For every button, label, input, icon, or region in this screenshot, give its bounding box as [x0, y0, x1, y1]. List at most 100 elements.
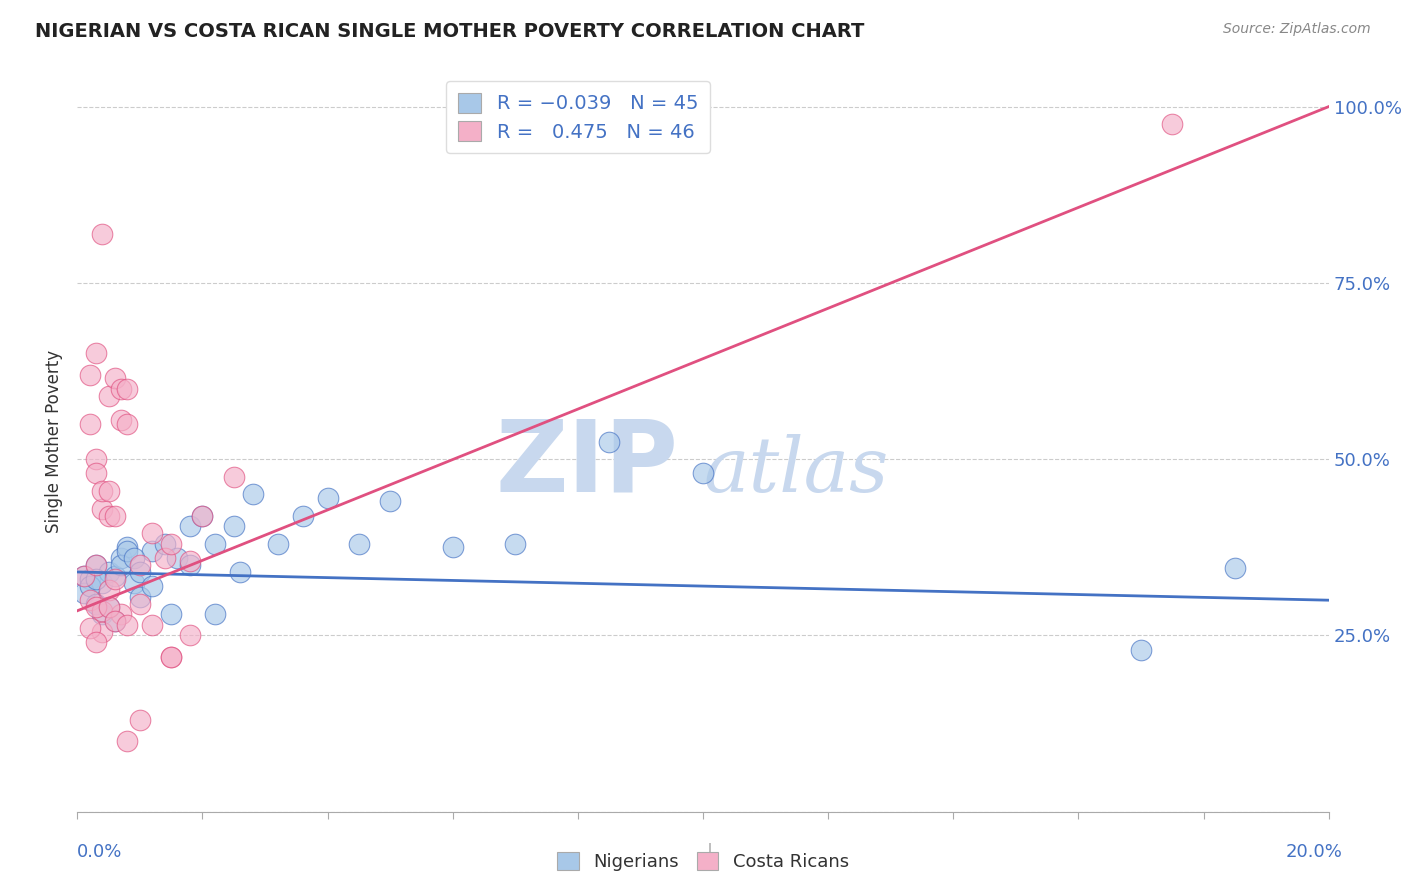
Point [104, 371, 127, 385]
Point [79, 368, 101, 382]
Point [72, 568, 94, 582]
Point [84, 452, 107, 467]
Text: Source: ZipAtlas.com: Source: ZipAtlas.com [1223, 22, 1371, 37]
Point [153, 537, 176, 551]
Point [97, 582, 120, 597]
Text: ZIP: ZIP [495, 416, 678, 512]
Text: NIGERIAN VS COSTA RICAN SINGLE MOTHER POVERTY CORRELATION CHART: NIGERIAN VS COSTA RICAN SINGLE MOTHER PO… [35, 22, 865, 41]
Point [291, 508, 314, 523]
Point [153, 550, 176, 565]
Text: 20.0%: 20.0% [1286, 843, 1343, 861]
Point [122, 575, 145, 590]
Point [347, 537, 370, 551]
Point [1130, 642, 1153, 657]
Point [84, 346, 107, 360]
Point [110, 382, 132, 396]
Point [380, 494, 402, 508]
Point [222, 470, 245, 484]
Point [117, 544, 139, 558]
Point [91, 624, 114, 639]
Point [141, 526, 163, 541]
Point [84, 558, 107, 572]
Point [160, 649, 183, 664]
Point [266, 537, 288, 551]
Point [79, 579, 101, 593]
Point [141, 544, 163, 558]
Point [84, 467, 107, 481]
Point [110, 413, 132, 427]
Point [91, 607, 114, 622]
Point [84, 635, 107, 649]
Point [204, 537, 226, 551]
Point [1161, 117, 1184, 131]
Point [129, 558, 152, 572]
Legend: R = −0.039   N = 45, R =   0.475   N = 46: R = −0.039 N = 45, R = 0.475 N = 46 [446, 81, 710, 153]
Point [79, 621, 101, 635]
Point [166, 550, 188, 565]
Point [91, 483, 114, 498]
Point [117, 382, 139, 396]
Point [1223, 561, 1246, 575]
Point [104, 615, 127, 629]
Point [91, 227, 114, 241]
Point [79, 572, 101, 586]
Point [179, 554, 201, 568]
Point [110, 607, 132, 622]
Point [97, 600, 120, 615]
Point [97, 483, 120, 498]
Point [160, 649, 183, 664]
Point [505, 537, 527, 551]
Point [79, 593, 101, 607]
Point [117, 417, 139, 431]
Point [179, 558, 201, 572]
Point [104, 508, 127, 523]
Point [598, 434, 620, 449]
Point [97, 508, 120, 523]
Point [91, 575, 114, 590]
Point [141, 579, 163, 593]
Point [141, 618, 163, 632]
Point [229, 565, 252, 579]
Point [129, 565, 152, 579]
Point [97, 565, 120, 579]
Point [129, 713, 152, 727]
Point [222, 519, 245, 533]
Point [129, 597, 152, 611]
Point [191, 508, 214, 523]
Point [316, 491, 339, 505]
Point [91, 501, 114, 516]
Text: |: | [707, 843, 713, 861]
Point [441, 541, 464, 555]
Point [104, 615, 127, 629]
Point [117, 618, 139, 632]
Point [84, 597, 107, 611]
Point [104, 568, 127, 582]
Point [122, 550, 145, 565]
Y-axis label: Single Mother Poverty: Single Mother Poverty [45, 350, 63, 533]
Point [84, 572, 107, 586]
Point [72, 586, 94, 600]
Point [129, 590, 152, 604]
Point [84, 600, 107, 615]
Point [117, 734, 139, 748]
Point [110, 550, 132, 565]
Point [179, 628, 201, 642]
Point [204, 607, 226, 622]
Legend: Nigerians, Costa Ricans: Nigerians, Costa Ricans [550, 845, 856, 879]
Point [72, 568, 94, 582]
Text: atlas: atlas [703, 434, 889, 508]
Point [104, 572, 127, 586]
Point [91, 604, 114, 618]
Point [97, 389, 120, 403]
Point [110, 558, 132, 572]
Point [79, 417, 101, 431]
Text: 0.0%: 0.0% [77, 843, 122, 861]
Point [692, 467, 714, 481]
Point [160, 537, 183, 551]
Point [160, 607, 183, 622]
Point [97, 600, 120, 615]
Point [117, 541, 139, 555]
Point [191, 508, 214, 523]
Point [179, 519, 201, 533]
Point [242, 487, 264, 501]
